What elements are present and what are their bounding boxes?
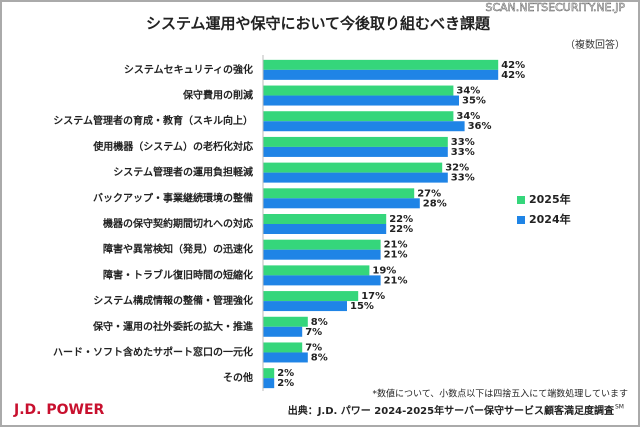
value-label: 21% (384, 275, 408, 286)
bar (263, 239, 381, 250)
category-label: 障害・トラブル復旧時間の短縮化 (103, 268, 253, 281)
source-mark: SM (615, 404, 624, 411)
value-label: 17% (361, 291, 385, 302)
bar (263, 146, 448, 157)
source: 出典：J.D. パワー 2024-2025年サーバー保守サービス顧客満足度調査 (288, 404, 615, 417)
bar (263, 188, 415, 199)
chart-title: システム運用や保守において今後取り組むべき課題 (146, 15, 491, 33)
category-label: 障害や異常検知（発見）の迅速化 (103, 243, 253, 256)
value-label: 28% (423, 198, 447, 209)
value-label: 33% (451, 173, 475, 184)
category-label: ハード・ソフト含めたサポート窓口の一元化 (53, 345, 253, 358)
bar (263, 214, 387, 224)
bar (263, 111, 454, 122)
bar (263, 121, 465, 132)
value-label: 8% (311, 352, 328, 363)
category-label: システム管理者の運用負担軽減 (113, 166, 253, 179)
bar (263, 249, 381, 260)
legend-label: 2024年 (529, 212, 571, 226)
bar (263, 265, 370, 276)
category-label: 保守費用の削減 (182, 89, 253, 102)
legend-label: 2025年 (529, 192, 571, 206)
category-label: バックアップ・事業継続環境の整備 (93, 191, 253, 204)
bar (263, 172, 448, 183)
category-label: システム構成情報の整備・管理強化 (93, 294, 253, 307)
value-label: 33% (451, 137, 475, 148)
value-label: 36% (468, 121, 492, 132)
bar (263, 352, 308, 363)
bar (263, 368, 275, 379)
watermark: SCAN.NETSECURITY.NE.JP (485, 1, 625, 14)
bar (263, 326, 303, 337)
value-label: 7% (305, 342, 322, 353)
value-label: 27% (417, 188, 441, 199)
value-label: 32% (445, 163, 469, 174)
value-label: 2% (277, 368, 294, 379)
note: *数値について、小数点以下は四捨五入にて端数処理しています (372, 388, 628, 400)
category-label: システムセキュリティの強化 (124, 63, 253, 76)
bar (263, 59, 499, 70)
bar (263, 291, 359, 302)
bar (263, 342, 303, 353)
bar (263, 136, 448, 147)
logo: J.D. POWER (13, 402, 105, 418)
value-label: 22% (389, 214, 413, 225)
category-label: その他 (223, 371, 253, 384)
bar (263, 275, 381, 286)
value-label: 42% (501, 60, 525, 71)
bar (263, 378, 275, 389)
value-label: 21% (384, 250, 408, 261)
legend-marker (517, 196, 525, 204)
bar (263, 316, 308, 327)
bar (263, 198, 420, 209)
bar (263, 162, 443, 173)
value-label: 21% (384, 240, 408, 251)
legend-marker (517, 216, 525, 224)
bar (263, 224, 387, 234)
value-label: 22% (389, 224, 413, 235)
value-label: 2% (277, 378, 294, 389)
value-label: 34% (456, 86, 480, 97)
bar (263, 69, 499, 80)
value-label: 34% (456, 111, 480, 122)
value-label: 19% (372, 265, 396, 276)
value-label: 7% (305, 327, 322, 338)
category-label: 保守・運用の社外委託の拡大・推進 (92, 320, 254, 333)
bar (263, 95, 459, 106)
category-label: 機器の保守契約期間切れへの対応 (103, 217, 253, 230)
category-label: システム管理者の育成・教育（スキル向上） (53, 114, 253, 127)
value-label: 42% (501, 70, 525, 81)
value-label: 33% (451, 147, 475, 158)
value-label: 35% (462, 96, 486, 107)
value-label: 15% (350, 301, 374, 312)
category-label: 使用機器（システム）の老朽化対応 (92, 140, 253, 153)
bar (263, 301, 347, 312)
subtitle: （複数回答） (565, 38, 625, 51)
value-label: 8% (311, 317, 328, 328)
bar (263, 85, 454, 96)
